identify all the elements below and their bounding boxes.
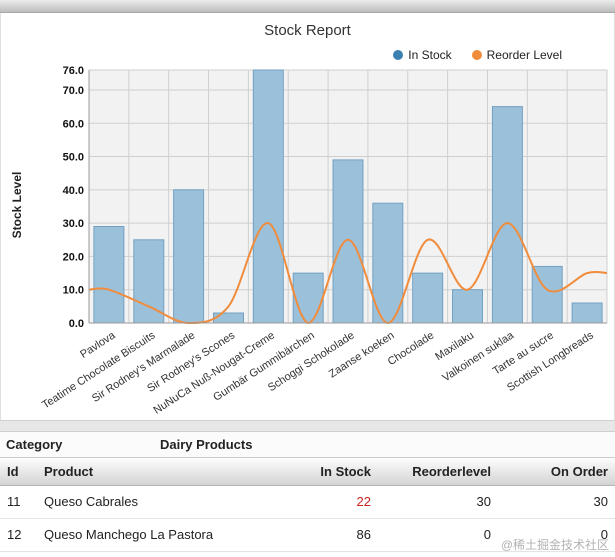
cell-on-order — [498, 551, 615, 557]
y-tick-label: 20.0 — [63, 251, 84, 263]
legend-item-in-stock[interactable]: In Stock — [393, 48, 452, 62]
col-header-product[interactable]: Product — [37, 458, 278, 486]
stock-chart-svg: 0.010.020.030.040.050.060.070.076.0Pavlo… — [40, 65, 608, 417]
detail-table-body: 11 Queso Cabrales 22 30 30 12 Queso Manchego L… — [0, 485, 615, 557]
y-tick-label: 60.0 — [63, 118, 84, 130]
cell-product: Gorgonzola Telino — [37, 551, 278, 557]
stock-report-chart-panel: Stock Report In Stock Reorder Level Stoc… — [0, 13, 615, 420]
y-tick-label: 50.0 — [63, 152, 84, 164]
cell-in-stock: 22 — [278, 485, 378, 519]
panel-divider — [0, 420, 615, 432]
chart-legend: In Stock Reorder Level — [393, 48, 562, 62]
col-header-id[interactable]: Id — [0, 458, 37, 486]
in-stock-bar-3[interactable] — [213, 312, 244, 324]
in-stock-bar-6[interactable] — [332, 159, 364, 324]
y-tick-label: 40.0 — [63, 185, 84, 197]
col-header-in-stock[interactable]: In Stock — [278, 458, 378, 486]
table-row[interactable]: 11 Queso Cabrales 22 30 30 — [0, 485, 615, 519]
table-header-row: Id Product In Stock Reorderlevel On Orde… — [0, 458, 615, 486]
cell-on-order: 0 — [498, 518, 615, 552]
col-header-reorderlevel[interactable]: Reorderlevel — [378, 458, 498, 486]
category-label: Category — [6, 437, 63, 452]
cell-in-stock: 86 — [278, 518, 378, 552]
y-tick-label: 76.0 — [63, 65, 84, 77]
top-gradient-bar — [0, 0, 615, 13]
table-row[interactable]: 12 Queso Manchego La Pastora 86 0 0 — [0, 518, 615, 552]
x-category-label: Valkoinen suklaa — [440, 329, 516, 384]
in-stock-bar-8[interactable] — [412, 272, 444, 324]
in-stock-bar-7[interactable] — [372, 202, 404, 324]
legend-item-reorder-level[interactable]: Reorder Level — [471, 48, 562, 62]
chart-title: Stock Report — [264, 22, 351, 39]
category-row: Category Dairy Products — [0, 432, 615, 458]
in-stock-bar-1[interactable] — [133, 239, 165, 324]
cell-reorder: 30 — [378, 485, 498, 519]
col-header-on-order[interactable]: On Order — [498, 458, 615, 486]
table-row[interactable]: 31Gorgonzola Telino0 — [0, 551, 615, 557]
y-tick-label: 10.0 — [63, 285, 84, 297]
watermark: @稀土掘金技术社区 — [500, 538, 609, 552]
cell-in-stock: 0 — [278, 551, 378, 557]
cell-id: 11 — [0, 485, 37, 519]
cell-product: Queso Manchego La Pastora — [37, 518, 278, 552]
category-value: Dairy Products — [160, 437, 253, 452]
cell-on-order: 30 — [498, 485, 615, 519]
in-stock-bar-12[interactable] — [571, 302, 603, 324]
y-tick-label: 0.0 — [69, 318, 84, 330]
reorder-level-line[interactable] — [88, 222, 608, 325]
legend-label-in-stock: In Stock — [408, 48, 452, 62]
y-tick-label: 30.0 — [63, 218, 84, 230]
reorder-level-legend-dot-icon — [471, 50, 482, 60]
in-stock-bar-2[interactable] — [173, 189, 205, 324]
cell-product: Queso Cabrales — [37, 485, 278, 519]
y-tick-label: 70.0 — [63, 85, 84, 97]
in-stock-bar-9[interactable] — [452, 289, 483, 324]
in-stock-bar-10[interactable] — [491, 106, 523, 324]
cell-id: 31 — [0, 551, 37, 557]
cell-reorder — [378, 551, 498, 557]
cell-reorder: 0 — [378, 518, 498, 552]
in-stock-bar-4[interactable] — [252, 69, 284, 324]
legend-label-reorder-level: Reorder Level — [486, 48, 562, 62]
product-detail-table: Id Product In Stock Reorderlevel On Orde… — [0, 458, 615, 557]
in-stock-bar-5[interactable] — [292, 272, 324, 324]
cell-id: 12 — [0, 518, 37, 552]
in-stock-legend-dot-icon — [393, 50, 404, 60]
in-stock-bar-0[interactable] — [93, 226, 125, 324]
